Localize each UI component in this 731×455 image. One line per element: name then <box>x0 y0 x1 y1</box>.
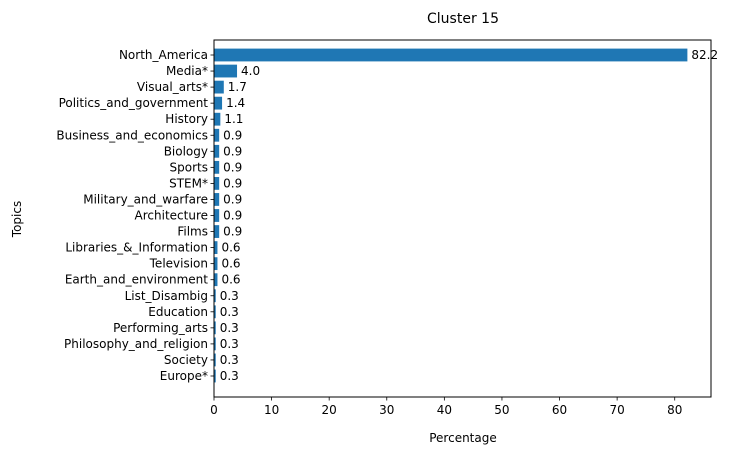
bar <box>214 112 221 126</box>
y-tick-label: Television <box>149 257 208 271</box>
data-label: 1.4 <box>226 96 245 110</box>
y-tick-label: Military_and_warfare <box>83 192 208 206</box>
x-tick-label: 10 <box>264 403 279 417</box>
bar <box>214 193 220 206</box>
data-label: 0.3 <box>220 369 239 383</box>
y-tick-label: Philosophy_and_religion <box>64 337 208 351</box>
bar <box>214 225 220 238</box>
data-label: 0.9 <box>223 225 242 239</box>
bar <box>214 337 216 351</box>
y-tick-label: Libraries_&_Information <box>65 241 208 255</box>
y-tick-label: Architecture <box>135 209 208 223</box>
x-axis-ticks: 0 10 20 30 40 50 60 70 80 <box>210 397 682 417</box>
bar <box>214 369 216 383</box>
x-tick-label: 30 <box>379 403 394 417</box>
bar <box>214 96 223 110</box>
y-tick-label: Politics_and_government <box>59 96 209 110</box>
data-label: 0.9 <box>223 144 242 158</box>
y-tick-label: History <box>165 112 208 126</box>
y-axis-ticks: North_America Media* Visual_arts* Politics_… <box>56 48 214 383</box>
data-label: 0.9 <box>223 160 242 174</box>
y-tick-label: List_Disambig <box>125 289 208 303</box>
y-tick-label: Sports <box>170 160 208 174</box>
data-label: 0.3 <box>220 321 239 335</box>
bar <box>214 64 238 78</box>
y-tick-label: Education <box>148 305 208 319</box>
bar <box>214 273 218 287</box>
y-tick-label: Media* <box>166 64 208 78</box>
y-tick-label: Visual_arts* <box>137 80 208 94</box>
data-label: 0.9 <box>223 128 242 142</box>
y-tick-label: Business_and_economics <box>56 128 208 142</box>
bar <box>214 289 216 303</box>
chart-title: Cluster 15 <box>427 11 499 27</box>
data-label: 1.1 <box>224 112 243 126</box>
data-label: 0.3 <box>220 305 239 319</box>
x-tick-label: 20 <box>322 403 337 417</box>
x-tick-label: 60 <box>552 403 567 417</box>
data-label: 1.7 <box>228 80 247 94</box>
data-label: 0.6 <box>221 257 240 271</box>
x-tick-label: 80 <box>667 403 682 417</box>
x-tick-label: 40 <box>437 403 452 417</box>
x-axis-label: Percentage <box>429 431 497 445</box>
bar <box>214 144 220 158</box>
bar <box>214 305 216 319</box>
x-tick-label: 70 <box>609 403 624 417</box>
x-tick-label: 0 <box>210 403 218 417</box>
bars <box>214 48 688 383</box>
y-tick-label: North_America <box>119 48 208 62</box>
bar <box>214 321 216 335</box>
bar <box>214 48 688 62</box>
x-tick-label: 50 <box>494 403 509 417</box>
data-label: 0.3 <box>220 289 239 303</box>
y-tick-label: STEM* <box>169 176 208 190</box>
y-tick-label: Society <box>164 353 208 367</box>
data-label: 4.0 <box>241 64 260 78</box>
data-label: 0.3 <box>220 337 239 351</box>
y-tick-label: Europe* <box>160 369 208 383</box>
bar <box>214 257 218 271</box>
bar <box>214 353 216 367</box>
plot-frame <box>213 39 712 398</box>
data-label: 0.9 <box>223 176 242 190</box>
y-tick-label: Earth_and_environment <box>65 273 208 287</box>
data-label: 0.6 <box>221 273 240 287</box>
data-label: 0.6 <box>221 241 240 255</box>
y-tick-label: Biology <box>164 144 208 158</box>
bar <box>214 241 218 254</box>
data-label: 0.3 <box>220 353 239 367</box>
y-axis-label: Topics <box>10 201 24 238</box>
bar <box>214 177 220 190</box>
data-label: 0.9 <box>223 192 242 206</box>
data-label: 82.2 <box>691 48 718 62</box>
y-tick-label: Performing_arts <box>113 321 208 335</box>
bar <box>214 128 220 142</box>
bar <box>214 160 220 174</box>
data-labels: 82.2 4.0 1.7 1.4 1.1 0.9 0.9 0.9 0.9 0.9 0.9 0.9 0.6… <box>220 48 718 383</box>
bar <box>214 209 220 222</box>
data-label: 0.9 <box>223 209 242 223</box>
bar <box>214 80 224 94</box>
y-tick-label: Films <box>177 225 208 239</box>
